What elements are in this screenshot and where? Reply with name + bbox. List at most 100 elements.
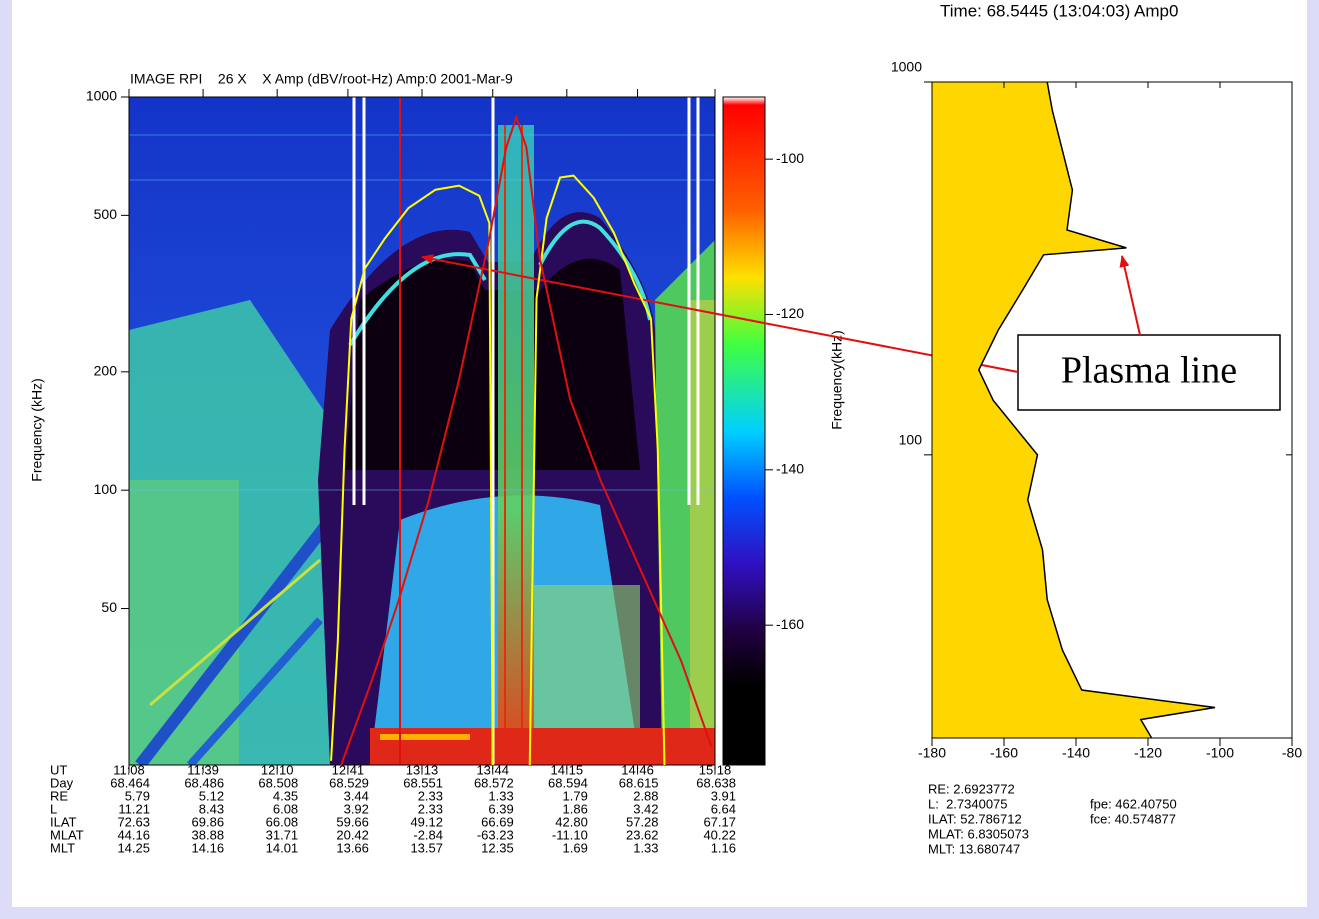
table-cell: 66.69	[481, 814, 514, 829]
table-cell: 6.39	[488, 801, 513, 816]
table-row-label: L	[50, 801, 57, 816]
y-tick-label: 1000	[891, 59, 922, 75]
table-cell: 68.572	[474, 775, 514, 790]
table-cell: 14.25	[117, 840, 150, 855]
spectrum-title: Time: 68.5445 (13:04:03) Amp0	[940, 1, 1178, 20]
table-cell: 5.79	[125, 788, 150, 803]
y-tick-label: 500	[94, 206, 118, 222]
table-cell: 1.33	[488, 788, 513, 803]
table-cell: 1.69	[563, 840, 588, 855]
spectrum-line	[977, 81, 1216, 739]
x-tick-label: 13:44	[476, 762, 509, 777]
colorbar-tick-label: -140	[776, 461, 804, 477]
data-line	[330, 174, 666, 766]
y-tick-label: 200	[94, 363, 118, 379]
table-cell: 1.16	[711, 840, 736, 855]
table-cell: 3.42	[633, 801, 658, 816]
x-tick-label: -160	[990, 745, 1018, 761]
table-cell: 68.615	[619, 775, 659, 790]
table-cell: 67.17	[703, 814, 736, 829]
table-cell: 59.66	[336, 814, 369, 829]
x-tick-label: -80	[1282, 745, 1302, 761]
table-cell: 11.21	[118, 801, 150, 816]
annotation: Plasma line	[1061, 350, 1237, 392]
area-fill	[932, 82, 1215, 738]
table-cell: 13.66	[336, 840, 369, 855]
table-cell: 12.35	[481, 840, 514, 855]
table-cell: 68.529	[329, 775, 369, 790]
colorbar-label: Frequency(kHz)	[829, 330, 845, 430]
table-cell: 5.12	[199, 788, 224, 803]
table-cell: -2.84	[413, 827, 443, 842]
table-cell: 68.464	[110, 775, 150, 790]
info-line: MLAT: 6.8305073	[928, 826, 1029, 841]
y-tick-label: 100	[899, 432, 923, 448]
table-cell: 68.508	[258, 775, 298, 790]
x-tick-label: 14:15	[551, 762, 584, 777]
y-axis-label: Frequency (kHz)	[29, 378, 45, 481]
table-cell: 68.594	[548, 775, 588, 790]
data-line	[340, 114, 713, 766]
table-cell: 72.63	[117, 814, 150, 829]
y-tick-label: 1000	[86, 88, 117, 104]
table-cell: 6.08	[273, 801, 298, 816]
table-cell: 2.33	[418, 788, 443, 803]
x-tick-label: 12:10	[261, 762, 294, 777]
table-cell: 40.22	[703, 827, 736, 842]
arrow	[1119, 255, 1141, 336]
x-tick-label: 13:13	[406, 762, 439, 777]
table-cell: 68.638	[696, 775, 736, 790]
table-cell: 44.16	[117, 827, 150, 842]
table-cell: 4.35	[273, 788, 298, 803]
info-line: L: 2.7340075	[928, 796, 1008, 811]
annotation-box	[1017, 334, 1281, 411]
x-tick-label: 12:41	[332, 762, 365, 777]
table-cell: 68.486	[184, 775, 224, 790]
table-cell: 38.88	[192, 827, 225, 842]
x-tick-label: -180	[918, 745, 946, 761]
x-tick-label: 15:18	[699, 762, 732, 777]
table-cell: -63.23	[477, 827, 514, 842]
table-cell: 14.16	[192, 840, 225, 855]
table-cell: 1.79	[563, 788, 588, 803]
table-cell: 3.92	[344, 801, 369, 816]
chart-title: IMAGE RPI 26 X X Amp (dBV/root-Hz) Amp:0…	[130, 71, 513, 87]
info-line: MLT: 13.680747	[928, 841, 1020, 856]
table-cell: 31.71	[266, 827, 299, 842]
table-cell: 49.12	[410, 814, 443, 829]
colorbar	[722, 96, 766, 766]
table-row-label: Day	[50, 775, 74, 790]
table-row-label: ILAT	[50, 814, 77, 829]
info-line: ILAT: 52.786712	[928, 811, 1022, 826]
table-cell: 1.86	[563, 801, 588, 816]
table-cell: 2.33	[418, 801, 443, 816]
arrow	[421, 254, 1019, 373]
table-cell: 3.44	[344, 788, 369, 803]
x-tick-label: 14:46	[621, 762, 654, 777]
table-cell: 69.86	[192, 814, 225, 829]
info-line: fpe: 462.40750	[1090, 796, 1177, 811]
table-cell: 3.91	[711, 788, 736, 803]
table-cell: 8.43	[199, 801, 224, 816]
table-row-label: UT	[50, 762, 67, 777]
table-row-label: RE	[50, 788, 68, 803]
info-line: fce: 40.574877	[1090, 811, 1176, 826]
table-cell: -11.10	[552, 827, 588, 842]
table-cell: 6.64	[711, 801, 736, 816]
table-cell: 20.42	[336, 827, 369, 842]
y-tick-label: 100	[94, 481, 118, 497]
spectrogram-image	[129, 97, 715, 765]
table-cell: 57.28	[626, 814, 659, 829]
table-cell: 68.551	[403, 775, 443, 790]
x-tick-label: 11:39	[187, 762, 219, 777]
plot-frame	[931, 81, 1293, 739]
x-tick-label: -100	[1206, 745, 1234, 761]
table-row-label: MLAT	[50, 827, 84, 842]
colorbar-tick-label: -160	[776, 616, 804, 632]
table-cell: 2.88	[633, 788, 658, 803]
colorbar-tick-label: -120	[776, 305, 804, 321]
x-tick-label: -140	[1062, 745, 1090, 761]
table-cell: 13.57	[410, 840, 443, 855]
y-tick-label: 50	[101, 599, 117, 615]
